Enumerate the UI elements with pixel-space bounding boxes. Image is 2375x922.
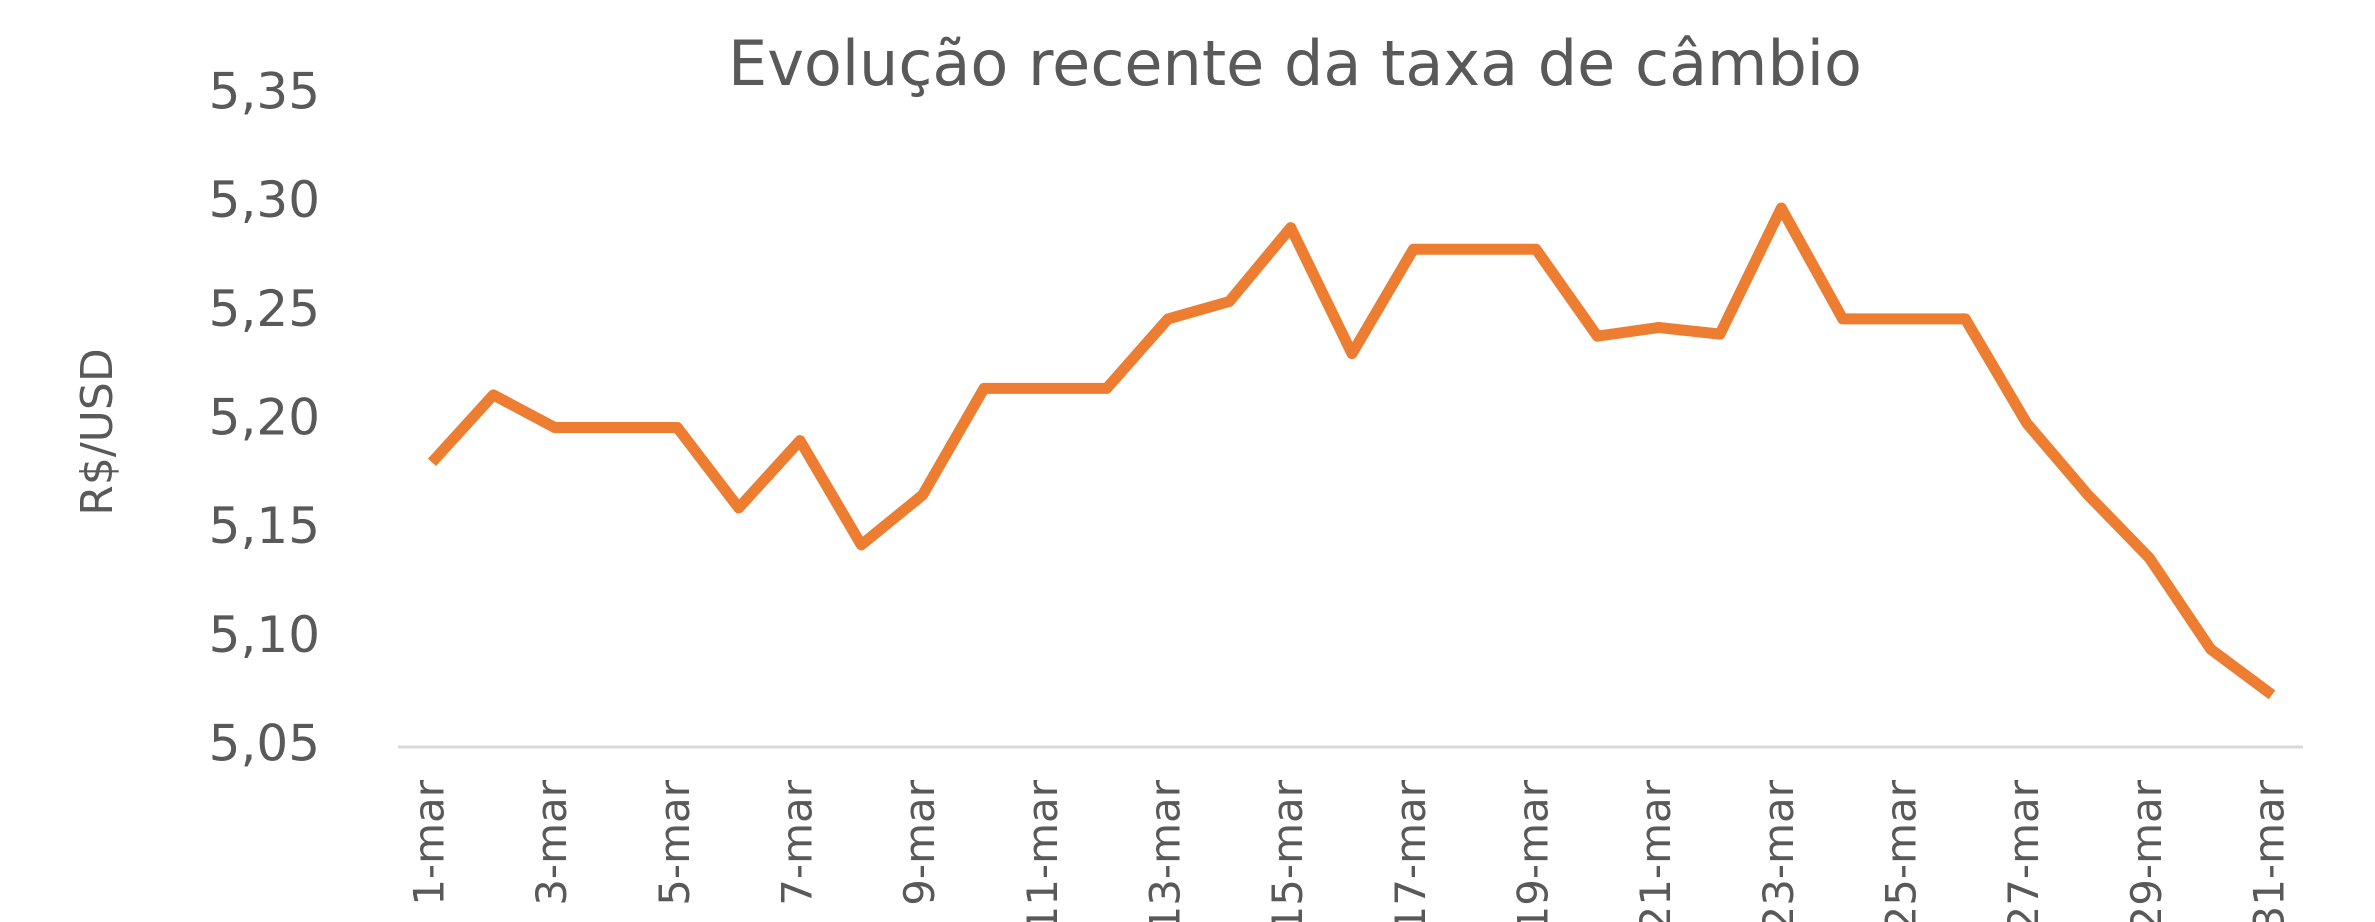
- x-tick-label: 9-mar: [895, 779, 944, 906]
- x-tick-label: 25-mar: [1877, 779, 1926, 922]
- x-tick-label: 7-mar: [773, 779, 822, 906]
- data-line: [427, 202, 2276, 700]
- x-tick-label: 1-mar: [405, 779, 454, 906]
- x-tick-label: 19-mar: [1509, 779, 1558, 922]
- x-tick-label: 11-mar: [1018, 779, 1067, 922]
- x-tick-label: 5-mar: [650, 779, 699, 906]
- x-tick-label: 27-mar: [1999, 779, 2048, 922]
- y-tick-label: 5,10: [209, 606, 320, 664]
- x-tick-label: 21-mar: [1631, 779, 1680, 922]
- y-tick-label: 5,30: [209, 171, 320, 229]
- x-tick-label: 13-mar: [1141, 779, 1190, 922]
- x-tick-label: 23-mar: [1754, 779, 1803, 922]
- x-tick-label: 17-mar: [1386, 779, 1435, 922]
- y-tick-label: 5,25: [209, 280, 320, 338]
- x-tick-label: 3-mar: [527, 779, 576, 906]
- y-axis-label: R$/USD: [72, 348, 123, 515]
- chart-title: Evolução recente da taxa de câmbio: [728, 27, 1862, 100]
- x-tick-label: 15-mar: [1263, 779, 1312, 922]
- y-tick-label: 5,15: [209, 497, 320, 555]
- y-tick-label: 5,20: [209, 389, 320, 447]
- x-tick-label: 29-mar: [2122, 779, 2171, 922]
- y-tick-label: 5,05: [209, 715, 320, 773]
- y-tick-label: 5,35: [209, 63, 320, 121]
- x-tick-label: 31-mar: [2245, 779, 2294, 922]
